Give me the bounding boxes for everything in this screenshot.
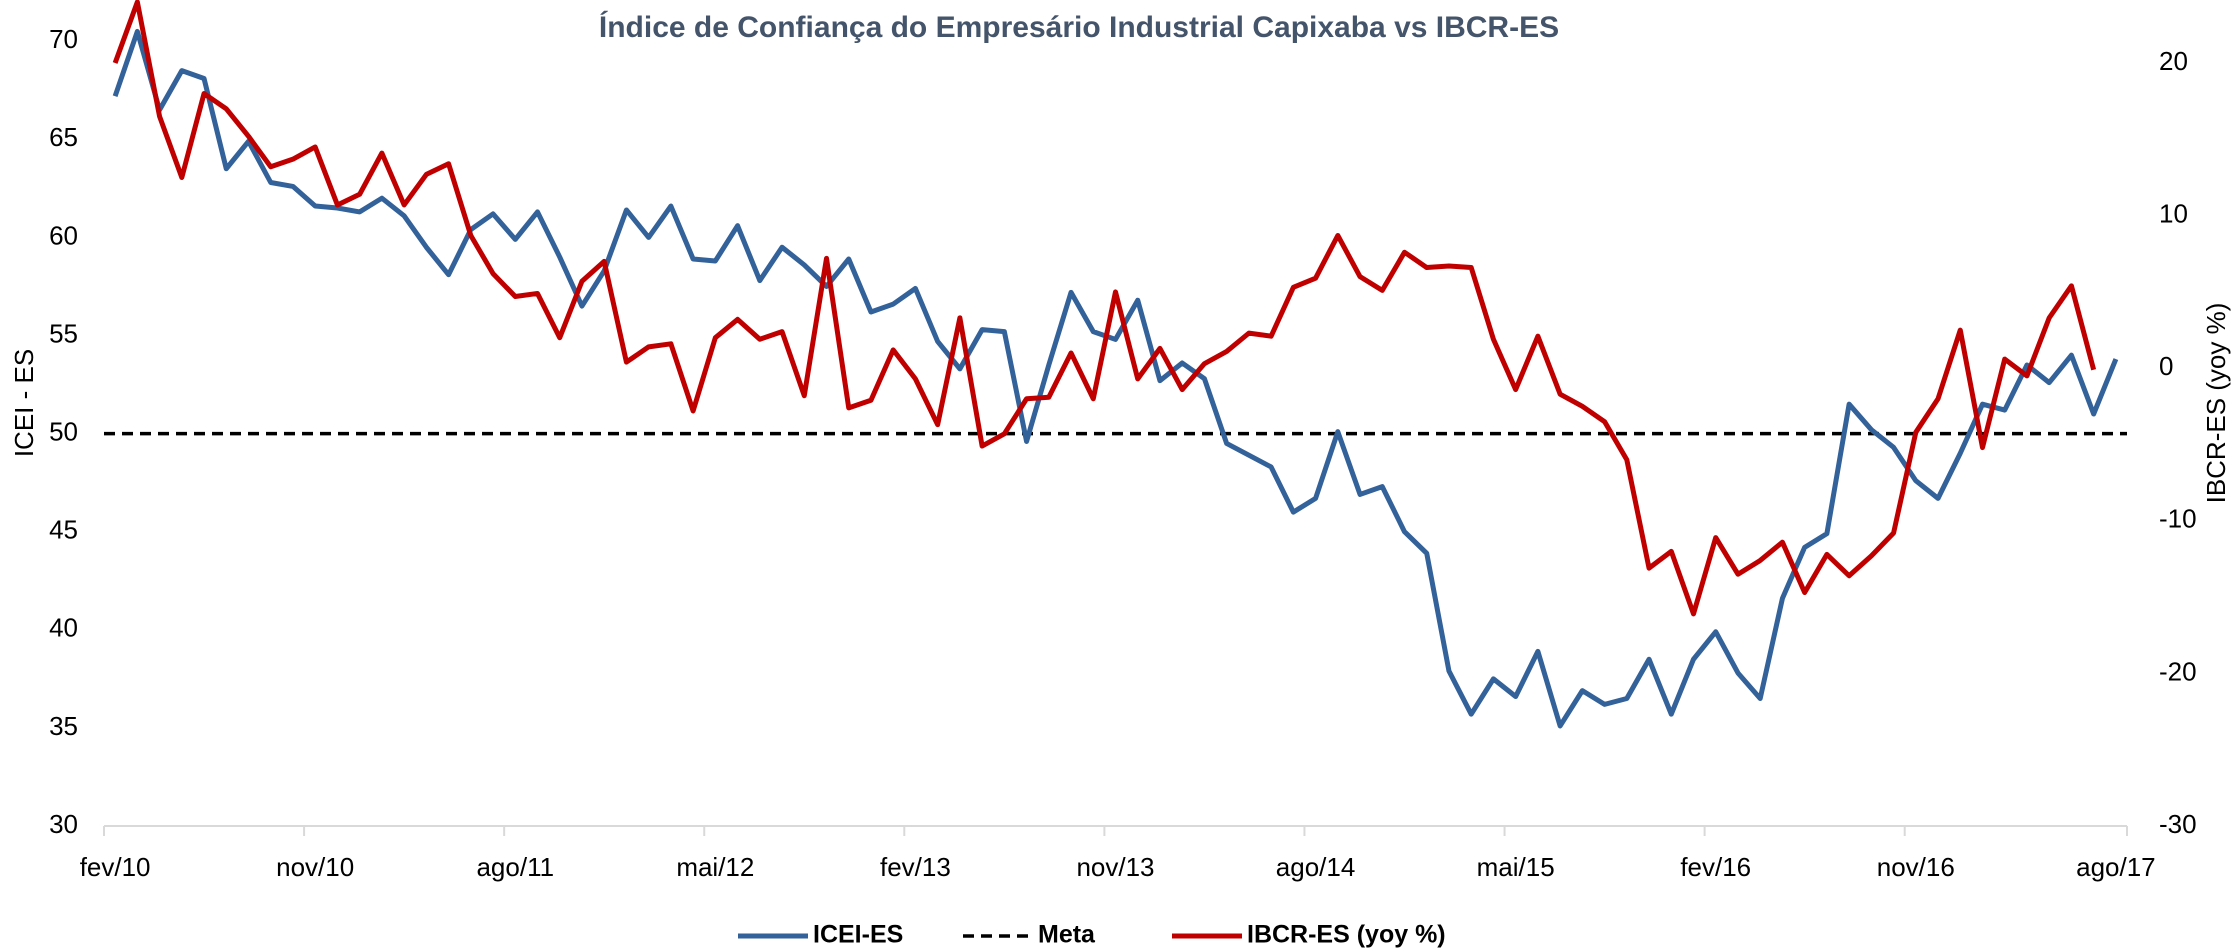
y-tick-label: 30 [49, 809, 78, 839]
x-tick-label: nov/16 [1877, 852, 1955, 882]
y-tick-label: 35 [49, 711, 78, 741]
series-line [112, 0, 2097, 617]
x-tick-label: nov/13 [1076, 852, 1154, 882]
y2-tick-label: 20 [2159, 46, 2188, 76]
y-tick-label: 70 [49, 24, 78, 54]
y-tick-label: 40 [49, 613, 78, 643]
series-line [112, 28, 2119, 729]
y2-tick-label: -30 [2159, 809, 2197, 839]
y-axis-title: ICEI - ES [9, 349, 39, 457]
x-tick-label: mai/15 [1477, 852, 1555, 882]
y2-tick-label: -10 [2159, 504, 2197, 534]
y-tick-label: 50 [49, 416, 78, 446]
chart-title: Índice de Confiança do Empresário Indust… [599, 10, 1559, 44]
x-tick-label: fev/10 [80, 852, 151, 882]
x-tick-label: nov/10 [276, 852, 354, 882]
y-tick-label: 55 [49, 318, 78, 348]
y2-tick-label: 0 [2159, 351, 2173, 381]
y-tick-label: 45 [49, 515, 78, 545]
legend-label: ICEI-ES [813, 921, 903, 949]
x-tick-label: ago/17 [2076, 852, 2156, 882]
y2-axis-title: IBCR-ES (yoy %) [2201, 303, 2231, 504]
x-tick-label: ago/11 [476, 852, 554, 882]
y-tick-label: 65 [49, 122, 78, 152]
x-tick-label: ago/14 [1276, 852, 1356, 882]
y2-tick-label: -20 [2159, 656, 2197, 686]
x-tick-label: fev/13 [880, 852, 951, 882]
legend-label: Meta [1038, 921, 1096, 949]
y2-tick-label: 10 [2159, 199, 2188, 229]
legend-label: IBCR-ES (yoy %) [1247, 921, 1446, 949]
y-tick-label: 60 [49, 220, 78, 250]
x-tick-label: fev/16 [1680, 852, 1751, 882]
x-tick-label: mai/12 [676, 852, 754, 882]
